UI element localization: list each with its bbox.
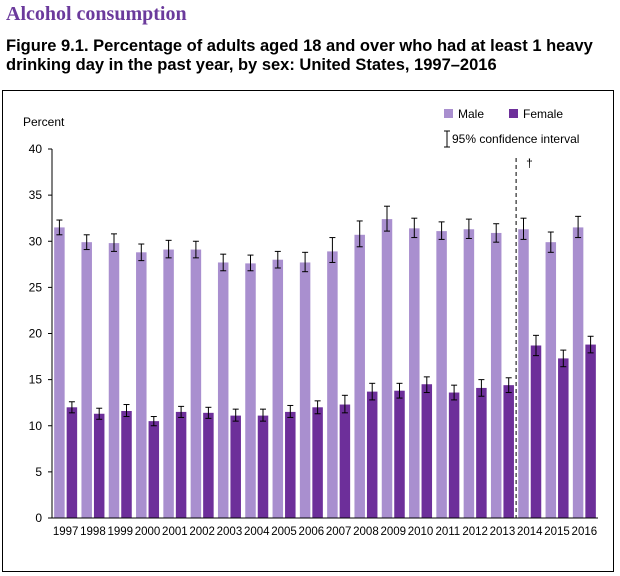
x-tick-label: 2006 bbox=[299, 526, 325, 538]
x-tick-label: 2000 bbox=[135, 526, 161, 538]
female-bar bbox=[585, 344, 596, 518]
female-bar bbox=[558, 358, 569, 518]
y-tick-label: 30 bbox=[29, 234, 43, 248]
x-tick-label: 2011 bbox=[435, 526, 460, 538]
female-bar bbox=[230, 415, 241, 518]
y-tick-label: 40 bbox=[29, 142, 43, 156]
chart-frame bbox=[2, 90, 614, 572]
figure-title: Figure 9.1. Percentage of adults aged 18… bbox=[6, 37, 593, 74]
male-bar bbox=[136, 252, 147, 518]
male-bar bbox=[545, 242, 557, 519]
x-tick-label: 2013 bbox=[490, 526, 516, 538]
female-bar bbox=[339, 404, 351, 518]
female-bar bbox=[93, 413, 105, 518]
female-bar bbox=[66, 407, 78, 518]
female-legend-label: Female bbox=[523, 107, 563, 121]
female-bar bbox=[285, 411, 296, 518]
female-legend-swatch bbox=[509, 109, 518, 118]
section-title: Alcohol consumption bbox=[6, 3, 187, 25]
male-bar bbox=[299, 262, 311, 518]
male-legend-swatch bbox=[444, 109, 453, 118]
x-tick-label: 2003 bbox=[217, 526, 243, 538]
break-marker: † bbox=[526, 156, 533, 170]
y-tick-label: 20 bbox=[29, 327, 43, 341]
y-axis-label: Percent bbox=[23, 115, 65, 129]
female-bar bbox=[503, 385, 514, 518]
x-tick-label: 2012 bbox=[462, 526, 488, 538]
male-bar bbox=[381, 219, 393, 519]
x-tick-label: 2001 bbox=[162, 526, 188, 538]
male-bar bbox=[108, 243, 120, 518]
male-bar bbox=[518, 229, 529, 518]
female-bar bbox=[148, 421, 160, 518]
x-tick-label: 2004 bbox=[244, 526, 270, 538]
male-bar bbox=[490, 232, 502, 518]
male-bar bbox=[436, 231, 447, 519]
male-bar bbox=[81, 242, 92, 519]
x-tick-label: 2010 bbox=[408, 526, 434, 538]
male-bar bbox=[409, 228, 420, 518]
female-bar bbox=[203, 412, 214, 518]
x-tick-label: 2014 bbox=[517, 526, 543, 538]
x-tick-label: 2016 bbox=[572, 526, 598, 538]
y-tick-label: 5 bbox=[35, 465, 42, 479]
x-tick-label: 2007 bbox=[326, 526, 352, 538]
female-bar bbox=[394, 390, 405, 518]
x-tick-label: 2009 bbox=[380, 526, 406, 538]
female-bar bbox=[312, 407, 323, 518]
x-tick-label: 2015 bbox=[544, 526, 570, 538]
y-tick-label: 0 bbox=[35, 511, 42, 525]
y-tick-label: 35 bbox=[29, 188, 43, 202]
y-tick-label: 15 bbox=[29, 373, 43, 387]
male-bar bbox=[163, 249, 174, 519]
female-bar bbox=[530, 345, 542, 518]
x-ticks: 1997 1998 1999 2000 2001 2002 2003 2004 2005 2006… bbox=[53, 526, 597, 538]
female-bar bbox=[175, 411, 187, 518]
male-bar bbox=[327, 251, 338, 518]
male-bar bbox=[217, 262, 229, 518]
y-tick-label: 10 bbox=[29, 419, 43, 433]
male-bar bbox=[54, 227, 65, 518]
female-bar bbox=[257, 415, 269, 518]
y-ticks: 0 5 10 15 20 25 30 35 40 bbox=[29, 142, 52, 525]
male-bar bbox=[245, 263, 256, 518]
x-tick-label: 2008 bbox=[353, 526, 379, 538]
x-tick-label: 1997 bbox=[53, 526, 79, 538]
male-bar bbox=[354, 234, 365, 519]
female-bar bbox=[366, 391, 378, 518]
female-bar bbox=[421, 384, 433, 518]
legend: Male Female 95% confidence interval bbox=[444, 107, 579, 148]
x-tick-label: 1998 bbox=[80, 526, 106, 538]
female-bar bbox=[448, 392, 460, 518]
male-bar bbox=[572, 227, 584, 518]
y-tick-label: 25 bbox=[29, 280, 43, 294]
male-bar bbox=[272, 259, 284, 518]
x-tick-label: 2002 bbox=[189, 526, 215, 538]
male-bar bbox=[463, 229, 475, 518]
ci-legend-label: 95% confidence interval bbox=[452, 132, 579, 146]
male-legend-label: Male bbox=[458, 107, 484, 121]
female-bar bbox=[476, 387, 487, 518]
x-tick-label: 2005 bbox=[271, 526, 297, 538]
x-tick-label: 1999 bbox=[107, 526, 133, 538]
female-bar bbox=[121, 410, 132, 518]
bars bbox=[54, 219, 596, 519]
male-bar bbox=[190, 249, 202, 519]
error-bars bbox=[56, 205, 594, 427]
